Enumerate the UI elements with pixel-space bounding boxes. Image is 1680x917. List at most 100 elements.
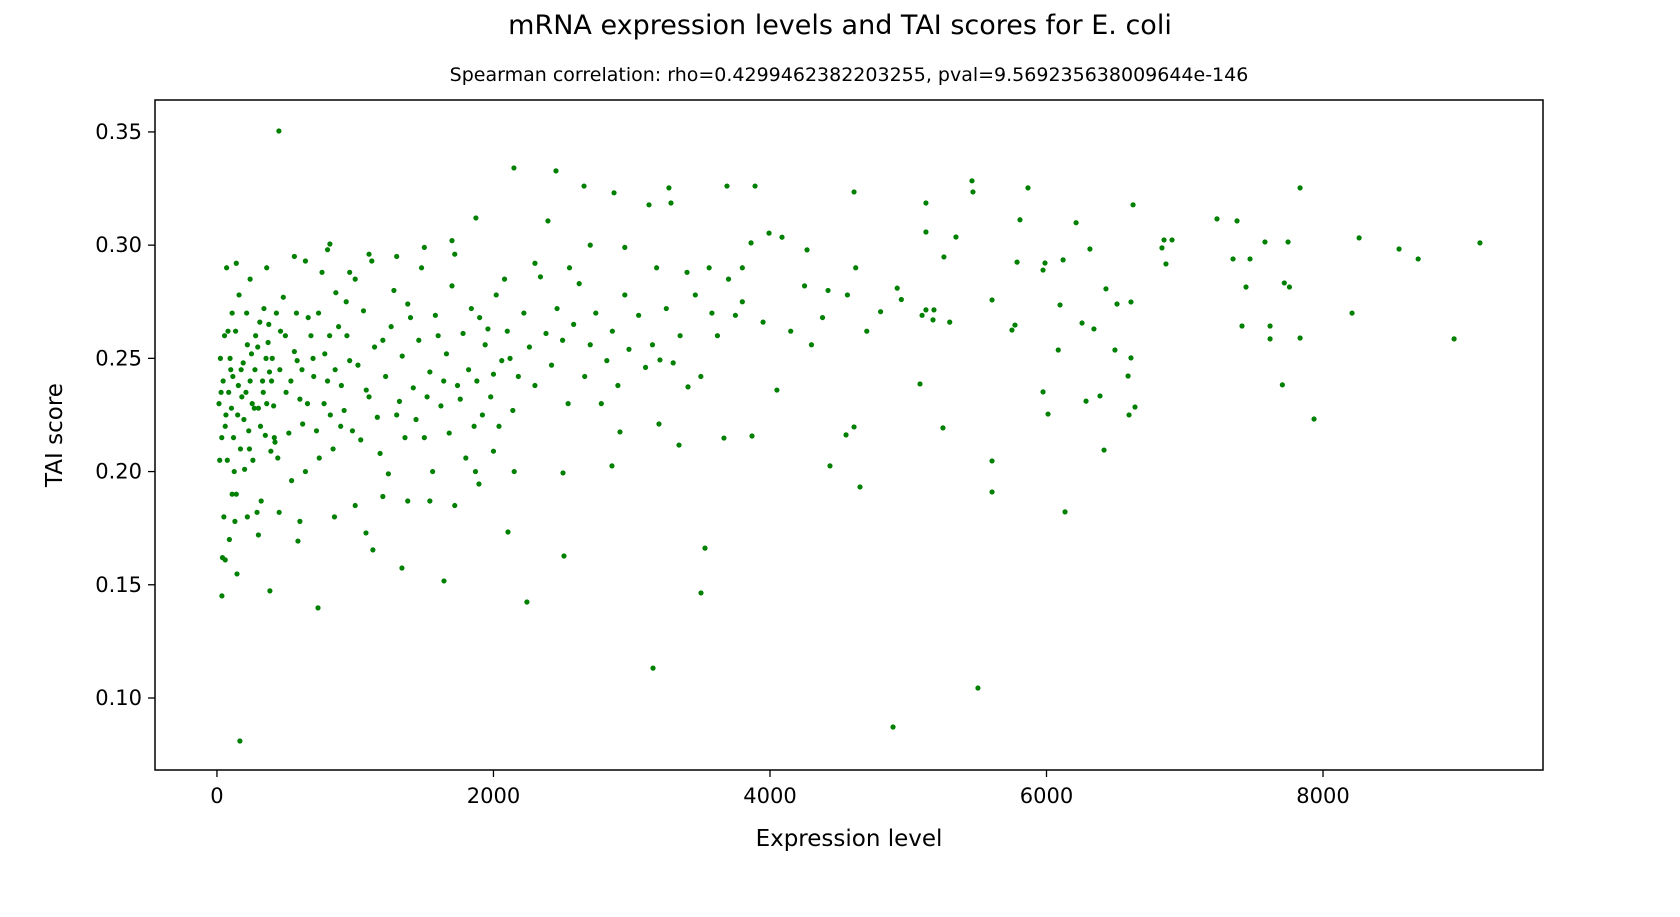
x-axis-label: Expression level <box>756 826 943 852</box>
y-tick-label: 0.20 <box>95 460 142 484</box>
data-point <box>263 355 269 361</box>
data-point <box>276 128 282 134</box>
data-point <box>449 283 455 289</box>
data-point <box>427 369 433 375</box>
data-point <box>1128 299 1134 305</box>
data-point <box>801 283 808 289</box>
data-point <box>267 588 273 594</box>
data-point <box>576 281 582 287</box>
data-point <box>304 401 311 407</box>
data-point <box>454 382 461 389</box>
data-point <box>269 355 275 361</box>
data-point <box>228 367 234 373</box>
data-point <box>226 389 232 395</box>
data-point <box>766 230 772 236</box>
data-point <box>490 371 497 377</box>
data-point <box>224 457 230 463</box>
data-point <box>1267 336 1273 342</box>
data-point <box>548 362 555 368</box>
data-point <box>663 305 669 312</box>
data-point <box>493 292 499 298</box>
data-point <box>465 367 472 373</box>
data-point <box>1128 355 1134 361</box>
data-point <box>259 378 266 384</box>
data-point <box>369 258 375 264</box>
data-point <box>1415 256 1421 262</box>
data-point <box>233 260 239 266</box>
data-point <box>217 355 223 361</box>
data-point <box>1040 267 1046 273</box>
data-point <box>385 471 391 477</box>
data-point <box>235 382 241 389</box>
data-point <box>642 364 649 371</box>
data-point <box>264 401 270 407</box>
data-point <box>327 241 333 247</box>
data-point <box>443 351 450 357</box>
data-point <box>851 424 857 430</box>
data-point <box>989 489 995 495</box>
data-point <box>237 446 244 452</box>
data-point <box>827 463 833 469</box>
data-point <box>413 416 419 423</box>
data-point <box>271 403 277 409</box>
data-point <box>253 333 259 339</box>
data-point <box>1214 216 1220 222</box>
data-point <box>581 183 587 189</box>
data-point <box>280 294 286 300</box>
y-tick-label: 0.25 <box>95 346 142 370</box>
data-point <box>636 312 642 318</box>
data-point <box>246 428 252 434</box>
data-point <box>237 738 243 744</box>
data-point <box>441 578 447 584</box>
data-point <box>238 367 244 373</box>
data-point <box>940 425 946 431</box>
data-point <box>1285 239 1291 245</box>
data-point <box>923 307 929 313</box>
data-point <box>251 405 257 411</box>
data-point <box>300 421 306 427</box>
data-point <box>297 396 303 402</box>
data-point <box>917 381 923 387</box>
data-point <box>416 337 422 343</box>
data-point <box>241 466 248 472</box>
y-tick-label: 0.10 <box>95 686 142 710</box>
data-point <box>676 442 682 448</box>
data-point <box>532 260 538 266</box>
chart-subtitle: Spearman correlation: rho=0.429946238220… <box>449 64 1249 86</box>
data-point <box>617 429 623 435</box>
x-axis: 0 2000 4000 6000 8000 <box>210 770 1350 808</box>
data-point <box>947 319 953 325</box>
data-point <box>692 292 698 298</box>
data-point <box>496 423 502 429</box>
data-point <box>273 310 279 316</box>
data-point <box>377 450 383 457</box>
data-point <box>1062 509 1068 515</box>
x-tick-label: 8000 <box>1296 784 1349 808</box>
data-point <box>235 412 241 418</box>
data-point <box>1009 327 1015 333</box>
data-point <box>418 265 425 271</box>
data-point <box>1163 261 1169 267</box>
data-point <box>706 265 712 271</box>
data-point <box>1073 220 1079 226</box>
data-point <box>749 433 755 439</box>
data-point <box>507 355 513 361</box>
data-point <box>248 351 255 357</box>
data-point <box>877 309 884 315</box>
data-point <box>1243 284 1249 290</box>
data-point <box>250 457 256 463</box>
data-point <box>230 373 236 380</box>
data-point <box>559 337 566 343</box>
data-point <box>332 367 338 373</box>
data-point <box>721 435 727 441</box>
data-point <box>449 238 455 244</box>
data-point <box>435 333 441 339</box>
data-point <box>252 367 258 373</box>
data-point <box>352 276 358 282</box>
data-point <box>615 382 621 389</box>
data-point <box>1239 323 1245 329</box>
data-point <box>299 367 305 373</box>
data-point <box>604 358 610 364</box>
data-point <box>1103 286 1109 292</box>
